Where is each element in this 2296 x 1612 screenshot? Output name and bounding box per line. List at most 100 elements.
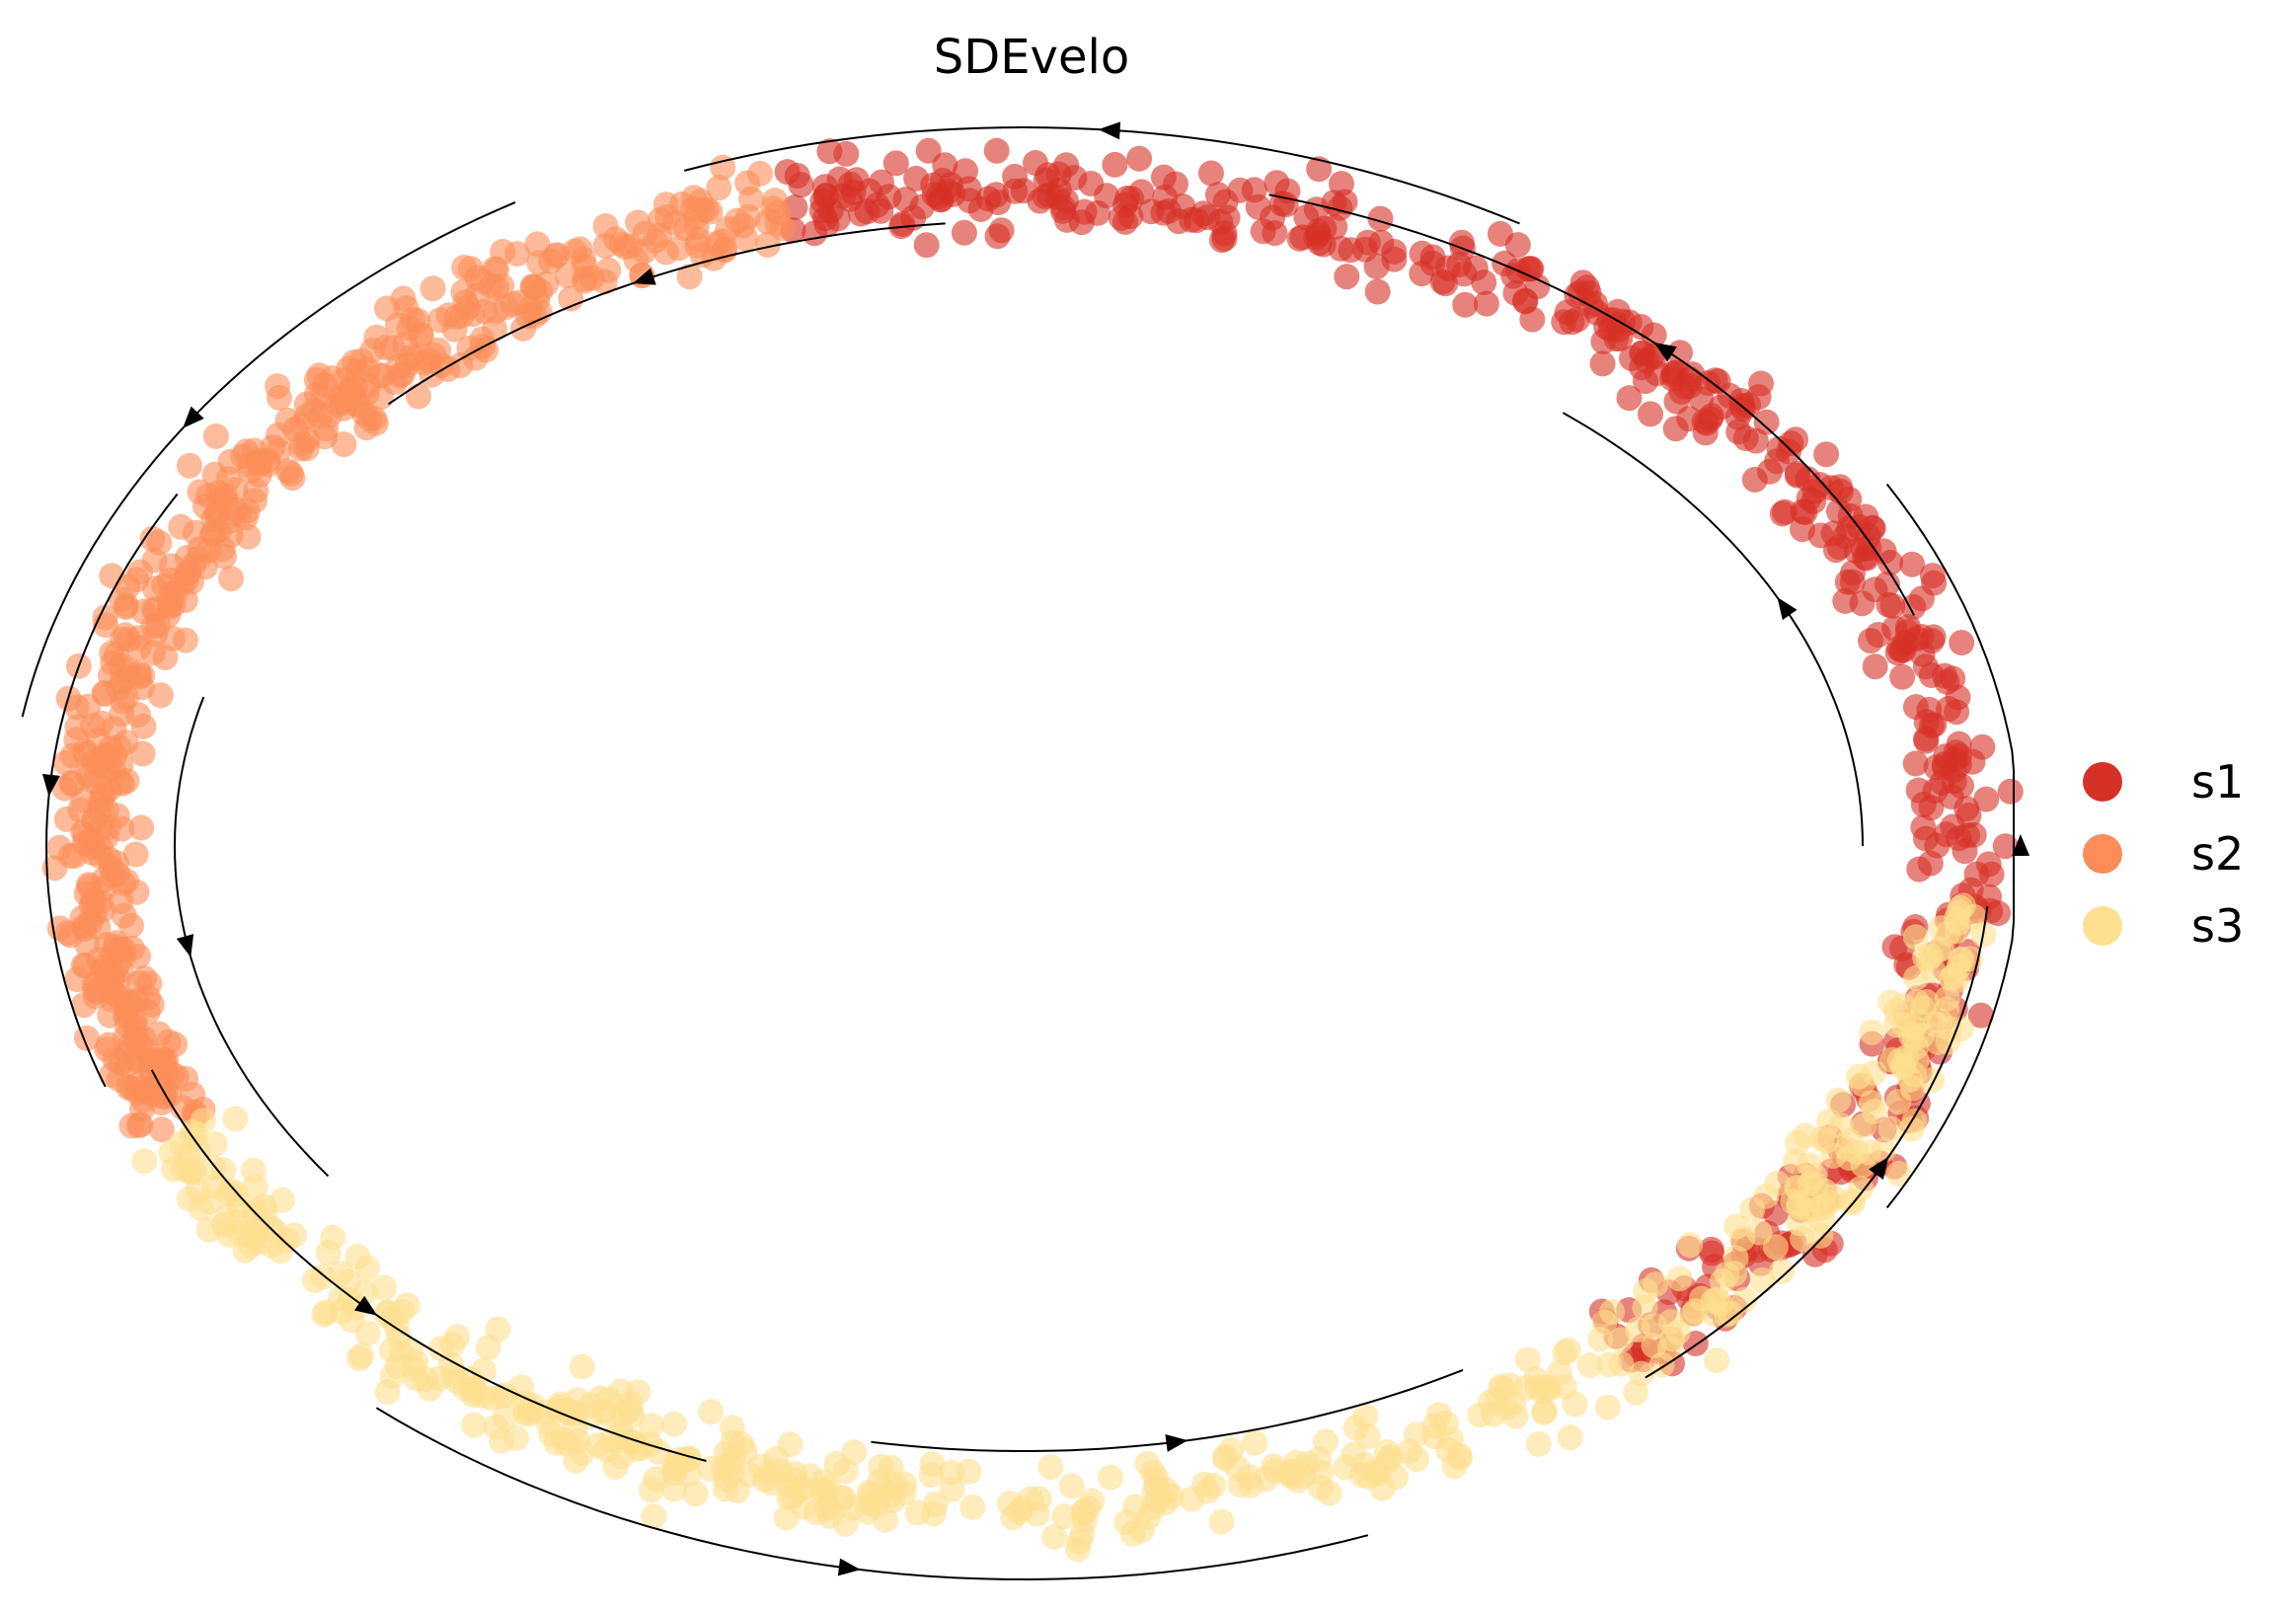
streamline-arrow: [183, 406, 204, 428]
point-s3: [158, 1139, 185, 1166]
point-s3: [210, 1211, 237, 1238]
point-s1: [1792, 499, 1818, 525]
point-s3: [641, 1503, 667, 1530]
point-s3: [1500, 1390, 1527, 1417]
point-s3: [597, 1402, 624, 1428]
point-s2: [108, 957, 134, 983]
point-s3: [461, 1412, 488, 1438]
point-s3: [1632, 1294, 1658, 1321]
point-s1: [1858, 628, 1883, 654]
point-s3: [1290, 1463, 1317, 1489]
point-s3: [698, 1399, 725, 1425]
point-s3: [503, 1424, 530, 1451]
point-s3: [384, 1353, 411, 1379]
point-s1: [1860, 515, 1886, 542]
streamline-arrow: [633, 268, 656, 285]
point-s3: [131, 1148, 158, 1175]
legend-label-s2: s2: [2191, 826, 2245, 881]
point-s1: [1967, 1002, 1994, 1029]
point-s3: [1555, 1337, 1581, 1363]
point-s2: [293, 435, 320, 462]
point-s1: [1419, 244, 1446, 270]
point-s3: [782, 1461, 807, 1488]
point-s3: [1557, 1424, 1583, 1451]
point-s3: [1731, 1286, 1758, 1313]
point-s2: [234, 498, 261, 524]
point-s3: [370, 1274, 397, 1301]
point-s2: [452, 289, 479, 316]
point-s1: [1002, 178, 1029, 204]
point-s1: [1899, 551, 1926, 577]
legend-item-s1: s1: [2083, 745, 2244, 817]
point-s3: [1342, 1415, 1369, 1441]
point-s1: [1918, 712, 1945, 738]
point-s3: [386, 1324, 413, 1349]
point-s3: [1066, 1528, 1093, 1555]
point-s3: [728, 1430, 755, 1457]
point-s2: [373, 295, 400, 322]
point-s1: [1936, 696, 1962, 722]
point-s2: [591, 269, 618, 295]
point-s3: [1722, 1245, 1749, 1271]
point-s2: [117, 1032, 144, 1057]
point-s1: [988, 217, 1015, 244]
point-s3: [1836, 1127, 1863, 1154]
point-s2: [136, 970, 163, 997]
point-s3: [1709, 1267, 1735, 1294]
point-s1: [913, 232, 940, 259]
point-s2: [128, 814, 155, 841]
point-s2: [102, 742, 128, 769]
point-s2: [361, 405, 387, 431]
point-s3: [483, 1414, 509, 1440]
point-s3: [1262, 1458, 1288, 1485]
point-s3: [348, 1343, 375, 1369]
point-s3: [1783, 1148, 1808, 1175]
legend-marker-s2: [2083, 833, 2122, 874]
point-s2: [337, 378, 363, 405]
point-s1: [1997, 778, 2024, 805]
point-s3: [1849, 1071, 1875, 1097]
point-s1: [1756, 458, 1783, 485]
point-s1: [1492, 250, 1518, 276]
point-s1: [1875, 591, 1902, 618]
point-s1: [774, 159, 801, 186]
point-s2: [710, 154, 736, 181]
point-s1: [1451, 261, 1478, 287]
point-s2: [625, 209, 651, 236]
point-s3: [598, 1426, 625, 1453]
point-s2: [457, 256, 484, 282]
streamline-arrow: [837, 1558, 861, 1576]
point-s1: [1813, 441, 1840, 468]
legend-label-s1: s1: [2191, 754, 2245, 808]
point-s3: [460, 1377, 487, 1404]
legend-item-s3: s3: [2083, 889, 2244, 961]
point-s1: [1960, 821, 1987, 848]
point-s1: [1329, 171, 1354, 197]
point-s3: [711, 1454, 737, 1481]
point-s3: [485, 1316, 511, 1343]
point-s1: [1877, 549, 1904, 576]
point-s1: [1742, 427, 1769, 454]
point-s1: [1839, 569, 1866, 595]
point-s3: [1812, 1178, 1839, 1204]
point-s2: [682, 204, 709, 231]
point-s2: [177, 452, 202, 479]
point-s3: [660, 1476, 687, 1502]
point-s3: [1599, 1298, 1626, 1325]
point-s3: [918, 1462, 945, 1489]
point-s1: [1827, 474, 1854, 500]
point-s1: [1969, 733, 1996, 760]
point-s2: [202, 422, 229, 449]
point-s3: [1608, 1350, 1635, 1377]
point-s3: [1859, 1019, 1885, 1045]
point-s3: [1441, 1453, 1468, 1480]
point-s2: [738, 186, 764, 212]
point-s1: [1126, 145, 1153, 172]
point-s2: [180, 1081, 206, 1108]
point-s3: [1919, 1067, 1946, 1094]
point-s3: [389, 1298, 416, 1325]
point-s3: [1813, 1127, 1839, 1154]
streamline-arrow: [1165, 1434, 1188, 1452]
point-s1: [1152, 184, 1179, 210]
point-s3: [1037, 1454, 1064, 1480]
